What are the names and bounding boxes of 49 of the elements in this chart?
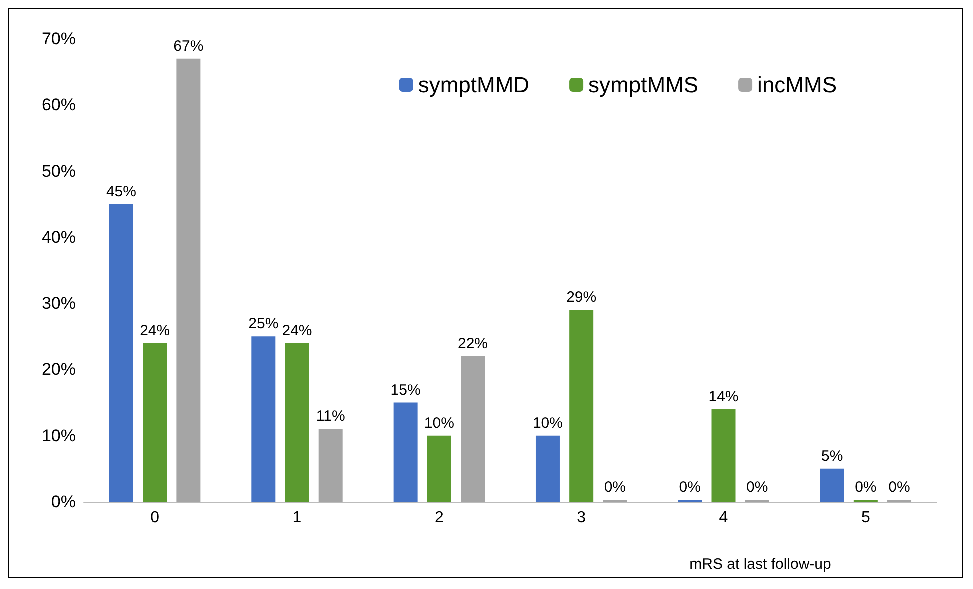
y-tick-label: 70% [42, 30, 76, 48]
data-label: 45% [106, 183, 136, 200]
x-tick-label: 1 [292, 510, 302, 526]
x-axis-title: mRS at last follow-up [690, 556, 832, 573]
data-label: 67% [174, 38, 204, 55]
data-label: 5% [821, 448, 844, 465]
data-label: 14% [708, 388, 739, 406]
bar [109, 204, 134, 502]
legend-label: incMMS [758, 72, 838, 98]
data-label: 0% [604, 479, 626, 496]
y-tick-label: 10% [42, 426, 76, 446]
y-tick-label: 30% [42, 294, 76, 314]
bar [820, 468, 844, 502]
data-label: 25% [248, 316, 279, 333]
x-tick-label: 4 [719, 510, 728, 526]
data-label: 10% [424, 414, 454, 432]
bar [394, 402, 418, 502]
data-label: 22% [458, 335, 488, 352]
data-label: 10% [532, 414, 563, 432]
legend-label: symptMMS [588, 72, 699, 98]
data-label: 24% [282, 322, 312, 340]
legend-label: symptMMD [418, 72, 530, 98]
bar [143, 343, 168, 502]
bar [176, 58, 201, 502]
data-label: 15% [390, 382, 421, 399]
x-tick-label: 5 [861, 510, 870, 526]
y-tick-label: 40% [42, 228, 76, 247]
bar [712, 409, 736, 502]
data-label: 0% [746, 479, 768, 496]
data-label: 0% [888, 479, 910, 496]
x-tick-label: 3 [577, 510, 586, 526]
data-label: 0% [855, 479, 877, 496]
y-tick-label: 60% [42, 96, 76, 115]
y-tick-label: 50% [42, 162, 76, 181]
bar [570, 310, 594, 502]
x-tick-label: 0 [150, 510, 160, 526]
y-tick-label: 0% [51, 492, 76, 512]
x-tick-label: 2 [434, 510, 444, 526]
data-label: 29% [566, 289, 597, 306]
data-label: 0% [679, 479, 701, 496]
bar [252, 336, 276, 502]
data-label: 24% [140, 322, 170, 340]
data-label: 11% [316, 408, 346, 426]
bar [318, 429, 343, 502]
bar [285, 343, 310, 502]
bar [427, 436, 452, 502]
y-tick-label: 20% [42, 360, 76, 380]
bar [461, 356, 486, 502]
bar [536, 436, 560, 502]
